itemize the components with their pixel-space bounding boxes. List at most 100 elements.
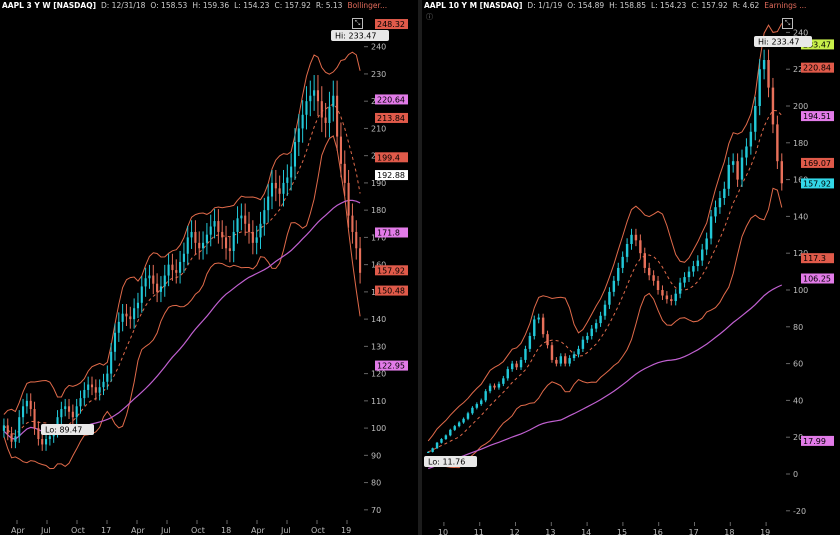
candle-body	[343, 163, 346, 183]
candle-body	[590, 328, 593, 336]
y-tick-label: 200	[793, 102, 808, 111]
candle-body	[355, 231, 358, 249]
candle-body	[359, 248, 362, 273]
left-symbol[interactable]: AAPL 3 Y W [NASDAQ]	[2, 1, 96, 10]
candle-body	[270, 182, 274, 197]
right-scale-icon[interactable]: ⤡	[782, 18, 793, 29]
y-tick-label: 240	[371, 43, 386, 52]
candle-body	[25, 400, 28, 407]
info-icon[interactable]: ⓘ	[426, 13, 433, 21]
candle-body	[290, 166, 293, 178]
y-tick-label: 0	[793, 470, 798, 479]
candle-body	[634, 234, 638, 241]
candle-body	[701, 249, 704, 261]
left-scale-icon[interactable]: ⤡	[352, 18, 363, 29]
right-chart-panel[interactable]: -20 0 20 40 60 80 100 120 140 160 180 200 220 240 10 11…	[422, 0, 840, 535]
moving-average-line	[3, 199, 361, 440]
price-tag-text: 157.92	[803, 179, 831, 188]
x-tick-label: Jul	[160, 526, 171, 535]
candle-body	[236, 218, 239, 232]
right-close: C: 157.92	[691, 1, 728, 10]
candle-body	[435, 442, 439, 449]
left-chart-panel[interactable]: 7080901001101201301401501601701801902002…	[0, 0, 418, 535]
candle-body	[670, 299, 673, 302]
candle-body	[714, 207, 717, 217]
candle-body	[537, 317, 540, 320]
right-symbol[interactable]: AAPL 10 Y M [NASDAQ]	[424, 1, 523, 10]
x-tick-label: 17	[101, 526, 111, 535]
price-tag-text: 220.64	[377, 95, 405, 104]
left-high: H: 159.36	[192, 1, 230, 10]
bollinger-upper-line	[3, 51, 361, 415]
x-tick-label: Jul	[40, 526, 51, 535]
right-hi-label: Hi: 233.47	[754, 36, 812, 47]
candle-body	[259, 223, 262, 238]
candle-body	[572, 354, 576, 359]
candle-body	[213, 221, 216, 227]
candle-body	[190, 231, 193, 238]
candle-body	[608, 291, 611, 305]
candle-body	[140, 286, 143, 303]
y-tick-label: 180	[371, 206, 386, 215]
candle-body	[612, 280, 616, 292]
left-chart-svg[interactable]: 7080901001101201301401501601701801902002…	[0, 0, 418, 535]
candle-body	[687, 271, 691, 278]
x-tick-label: 12	[510, 528, 520, 535]
candle-body	[594, 323, 598, 329]
price-tag-bg	[375, 170, 408, 181]
left-chart-header: AAPL 3 Y W [NASDAQ] D: 12/31/18 O: 158.5…	[2, 0, 387, 11]
candle-body	[444, 435, 448, 440]
candle-body	[313, 90, 316, 96]
y-tick-label: 230	[371, 70, 386, 79]
panel-divider[interactable]	[418, 0, 422, 535]
price-tag-bg	[801, 39, 834, 50]
candle-body	[564, 356, 567, 364]
y-tick-label: -20	[793, 507, 806, 516]
candle-body	[41, 438, 44, 445]
candle-body	[457, 422, 461, 427]
y-tick-label: 140	[371, 315, 386, 324]
price-tag-text: 157.92	[377, 266, 405, 275]
right-chart-svg[interactable]: -20 0 20 40 60 80 100 120 140 160 180 200 220 240 10 11…	[422, 0, 840, 535]
candle-body	[182, 253, 185, 262]
candle-body	[630, 234, 633, 244]
candle-body	[152, 275, 155, 284]
price-tag-bg	[375, 152, 408, 163]
left-range: R: 5.13	[315, 1, 343, 10]
candle-body	[776, 124, 779, 162]
candle-body	[767, 60, 770, 88]
candle-body	[462, 418, 465, 423]
right-study-label[interactable]: Earnings ...	[764, 1, 807, 10]
y-tick-label: 90	[371, 451, 381, 460]
candle-body	[10, 433, 13, 442]
y-tick-label: 220	[793, 65, 808, 74]
price-tag-text: 17.99	[803, 437, 826, 446]
left-price-tag: 192.88	[375, 170, 408, 181]
candle-body	[599, 315, 602, 324]
candle-body	[163, 275, 166, 287]
candle-body	[771, 87, 775, 125]
candle-body	[75, 406, 78, 418]
price-tag-text: 220.84	[803, 64, 831, 73]
candle-body	[577, 348, 580, 355]
left-lo-label: Lo: 89.47	[41, 424, 94, 435]
candle-body	[745, 146, 748, 158]
candle-body	[568, 358, 571, 364]
candle-body	[678, 282, 682, 294]
candle-body	[736, 161, 739, 180]
left-study-label[interactable]: Bollinger...	[347, 1, 388, 10]
left-price-tag: 122.95	[375, 360, 408, 371]
candle-body	[453, 426, 456, 430]
y-tick-label: 120	[793, 249, 808, 258]
candle-body	[156, 283, 159, 292]
price-tag-bg	[375, 94, 408, 105]
candle-body	[524, 348, 527, 360]
x-tick-label: 17	[689, 528, 699, 535]
candle-body	[316, 90, 320, 102]
x-tick-label: 19	[341, 526, 351, 535]
price-tag-bg	[375, 285, 408, 296]
x-tick-label: Apr	[11, 526, 26, 535]
candle-body	[502, 378, 505, 384]
candle-body	[198, 242, 201, 249]
candle-body	[617, 267, 620, 281]
